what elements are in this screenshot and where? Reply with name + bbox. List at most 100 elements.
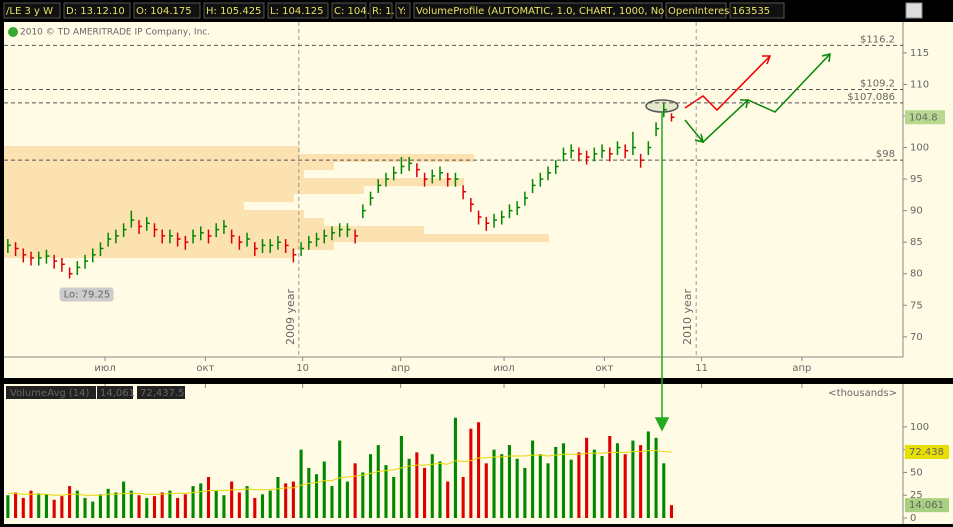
- volume-bar: [430, 454, 434, 518]
- volume-bar: [145, 497, 149, 518]
- avg-tag-label: 72.438: [909, 447, 944, 458]
- volume-bar: [168, 490, 172, 518]
- header-box: [3, 2, 61, 19]
- volume-bar: [399, 435, 403, 518]
- volume-profile: [4, 146, 549, 258]
- volume-bar: [492, 449, 496, 518]
- volume-bar: [183, 494, 187, 518]
- volume-bar: [615, 443, 620, 518]
- volume-bar: [438, 461, 442, 518]
- volume-bar: [245, 486, 249, 518]
- low-label-box: [59, 287, 114, 302]
- header-item: H: 105.425: [206, 6, 261, 17]
- volume-bar: [6, 495, 10, 518]
- volume-bar: [75, 490, 79, 518]
- header-box: [729, 2, 785, 19]
- volume-average-line: [7, 450, 672, 496]
- volume-bar: [654, 437, 658, 518]
- volume-bar: [322, 461, 326, 518]
- header-item: Y:: [397, 6, 406, 17]
- volume-bar: [98, 494, 103, 518]
- volume-bar: [600, 456, 604, 518]
- volume-bar: [453, 417, 457, 518]
- volume-bar: [68, 486, 72, 518]
- volume-bar: [546, 463, 550, 518]
- volume-bar: [569, 459, 573, 518]
- x-tick-label: 11: [695, 363, 708, 374]
- volume-bar: [392, 476, 396, 518]
- volume-bar: [623, 454, 627, 518]
- volume-bar: [83, 497, 87, 518]
- units-label: <thousands>: [828, 388, 897, 399]
- volume-bar: [561, 443, 566, 518]
- price-line-label: $107.086: [847, 92, 895, 103]
- volume-bar: [152, 496, 157, 518]
- header-item: D: 13.12.10: [66, 6, 125, 17]
- volume-bar: [669, 505, 674, 518]
- y-tick-label: 70: [910, 332, 923, 343]
- volume-bar: [314, 474, 319, 518]
- header-bar: /LE 3 y W D: 13.12.10 O: 104.175 H: 105.425…: [3, 2, 785, 19]
- volume-bar: [199, 483, 203, 518]
- header-box: [267, 2, 329, 19]
- volume-bar: [206, 476, 211, 518]
- volume-bar: [106, 488, 110, 518]
- y-tick-label: 90: [910, 206, 923, 217]
- volume-bar: [44, 494, 48, 518]
- price-line-label: $98: [876, 149, 895, 160]
- window-button[interactable]: [905, 2, 923, 19]
- volume-bar: [345, 481, 349, 518]
- volume-bar: [423, 467, 427, 518]
- volume-bar: [500, 454, 504, 518]
- volume-bar: [91, 501, 95, 518]
- header-box: [203, 2, 265, 19]
- y-tick-label: 115: [910, 48, 929, 59]
- header-box: [413, 2, 663, 19]
- y-tick-label: 0: [910, 513, 916, 524]
- readout-box: [97, 386, 133, 399]
- volume-bar: [191, 486, 195, 518]
- header-box: [63, 2, 131, 19]
- volume-bar: [446, 481, 450, 518]
- y-tick-label: 110: [910, 79, 929, 90]
- x-tick-label: июл: [94, 363, 115, 374]
- x-tick-label: 10: [296, 363, 309, 374]
- volume-bar: [338, 440, 342, 518]
- y-tick-label: 95: [910, 174, 923, 185]
- volume-bar: [461, 476, 465, 518]
- event-label: 2010 year: [681, 288, 694, 345]
- volume-bar: [291, 481, 295, 518]
- readout: 72,437.5: [140, 388, 185, 399]
- volume-bar: [646, 431, 650, 518]
- low-label: Lo: 79.25: [64, 289, 111, 300]
- volume-bar: [376, 445, 380, 518]
- x-tick-label: апр: [391, 363, 410, 374]
- readout: 14,061: [100, 388, 135, 399]
- volume-bar: [176, 497, 180, 518]
- legend-label: VolumeAvg (14): [10, 388, 90, 399]
- y-tick-label: 85: [910, 237, 923, 248]
- volume-bar: [577, 452, 581, 518]
- volume-bar: [37, 493, 41, 518]
- volume-bar: [407, 458, 411, 518]
- header-item: R: 1.3: [372, 6, 401, 17]
- volume-bar: [469, 428, 473, 518]
- y-tick-label: 80: [910, 269, 923, 280]
- header-item: 163535: [732, 6, 770, 17]
- volume-bar: [52, 499, 56, 518]
- header-box: [331, 2, 367, 19]
- header-item: OpenInterest: [668, 6, 733, 17]
- last-price-label: 104.8: [909, 112, 938, 123]
- header-box: [395, 2, 411, 19]
- x-tick-label: окт: [595, 363, 613, 374]
- volume-bar: [554, 446, 558, 518]
- status-icon: [8, 27, 18, 37]
- volume-bar: [160, 492, 164, 518]
- header-item: /LE 3 y W: [6, 6, 53, 17]
- volume-bar: [662, 463, 666, 518]
- header-box: [369, 2, 393, 19]
- volume-bar: [299, 449, 303, 518]
- volume-bar: [307, 467, 311, 518]
- readout-box: [137, 386, 185, 399]
